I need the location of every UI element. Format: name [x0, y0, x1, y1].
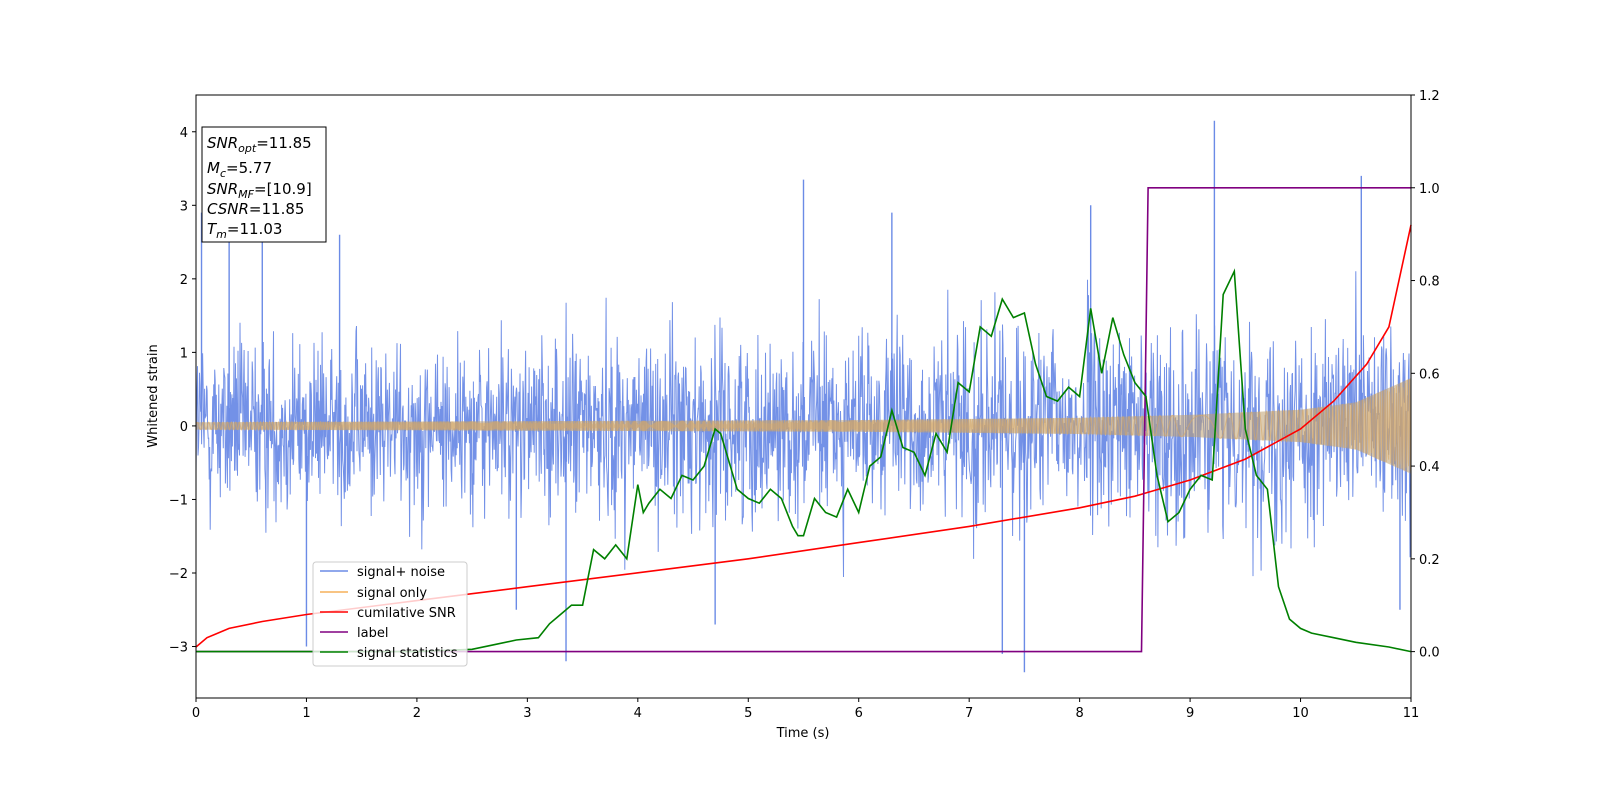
right-y-tick-label: 1.2: [1419, 89, 1440, 104]
cumulative-snr-series: [195, 224, 1412, 648]
y-axis-title: Whitened strain: [146, 344, 161, 447]
label-line: [196, 187, 1411, 653]
legend-label-signal-noise: signal+ noise: [357, 565, 445, 580]
info-snr-opt-sub: opt: [238, 142, 257, 155]
signal-noise-series: [195, 120, 1412, 673]
x-tick-label: 2: [413, 706, 421, 721]
info-mc-sub: c: [220, 167, 226, 180]
left-y-axis-ticks: −3 −2 −1 0 1 2 3 4: [169, 126, 196, 656]
cumulative-snr-line: [195, 224, 1412, 648]
info-csnr-label: CSNR: [207, 200, 249, 218]
left-y-tick-label: 3: [180, 199, 188, 214]
right-y-tick-label: 1.0: [1419, 182, 1440, 197]
signal-statistics-line: [196, 268, 1412, 653]
left-y-tick-label: −3: [169, 641, 188, 656]
info-snr-mf: SNRMF=[10.9]: [207, 180, 312, 201]
right-y-tick-label: 0.4: [1419, 460, 1440, 475]
x-tick-label: 5: [744, 706, 752, 721]
legend: signal+ noise signal only cumilative SNR…: [312, 561, 468, 667]
info-tm-sub: m: [216, 228, 227, 241]
info-mc-label: M: [207, 159, 220, 177]
x-tick-label: 3: [523, 706, 531, 721]
info-csnr-value: =11.85: [249, 200, 305, 218]
signal-only-band: [196, 378, 1411, 474]
legend-label-signal-only: signal only: [357, 586, 427, 601]
info-snr-opt-label: SNR: [207, 134, 238, 152]
info-mc: Mc=5.77: [207, 159, 272, 180]
left-y-tick-label: 4: [180, 126, 188, 141]
x-tick-label: 0: [192, 706, 200, 721]
x-tick-label: 1: [302, 706, 310, 721]
legend-label-signal-statistics: signal statistics: [357, 646, 458, 661]
info-mc-value: =5.77: [226, 159, 272, 177]
signal-only-series: [195, 378, 1412, 474]
x-tick-label: 7: [965, 706, 973, 721]
info-tm-label: T: [207, 220, 218, 238]
x-tick-label: 9: [1186, 706, 1194, 721]
left-y-tick-label: −2: [169, 567, 188, 582]
left-y-tick-label: 1: [180, 346, 188, 361]
info-tm-value: =11.03: [227, 220, 283, 238]
x-tick-label: 4: [634, 706, 642, 721]
legend-frame: [312, 561, 468, 667]
signal-statistics-series: [196, 268, 1412, 653]
left-y-tick-label: 0: [180, 420, 188, 435]
x-axis-title: Time (s): [776, 726, 830, 741]
left-y-tick-label: 2: [180, 273, 188, 288]
info-snr-mf-label: SNR: [207, 180, 238, 198]
info-snr-mf-sub: MF: [238, 188, 254, 201]
x-tick-label: 10: [1292, 706, 1309, 721]
x-tick-label: 11: [1403, 706, 1420, 721]
x-axis-ticks: 0 1 2 3 4 5 6 7 8 9 10 11: [192, 698, 1419, 721]
right-y-tick-label: 0.0: [1419, 646, 1440, 661]
info-tm: Tm=11.03: [207, 220, 282, 241]
info-snr-opt-value: =11.85: [256, 134, 312, 152]
info-snr-opt: SNRopt=11.85: [207, 134, 312, 155]
info-box: SNRopt=11.85 Mc=5.77 SNRMF=[10.9] CSNR=1…: [201, 126, 327, 243]
info-box-frame: [201, 126, 327, 243]
axes-frame: [195, 94, 1412, 699]
label-series: [196, 187, 1411, 653]
info-csnr: CSNR=11.85: [207, 200, 304, 218]
legend-label-cumulative-snr: cumilative SNR: [357, 606, 456, 621]
legend-label-label: label: [357, 626, 388, 641]
x-tick-label: 6: [855, 706, 863, 721]
left-y-tick-label: −1: [169, 493, 188, 508]
right-y-tick-label: 0.6: [1419, 367, 1440, 382]
right-y-axis-ticks: 0.0 0.2 0.4 0.6 0.8 1.0 1.2: [1411, 89, 1440, 661]
right-y-tick-label: 0.2: [1419, 553, 1440, 568]
info-snr-mf-value: =[10.9]: [254, 180, 312, 198]
right-y-tick-label: 0.8: [1419, 275, 1440, 290]
x-tick-label: 8: [1075, 706, 1083, 721]
